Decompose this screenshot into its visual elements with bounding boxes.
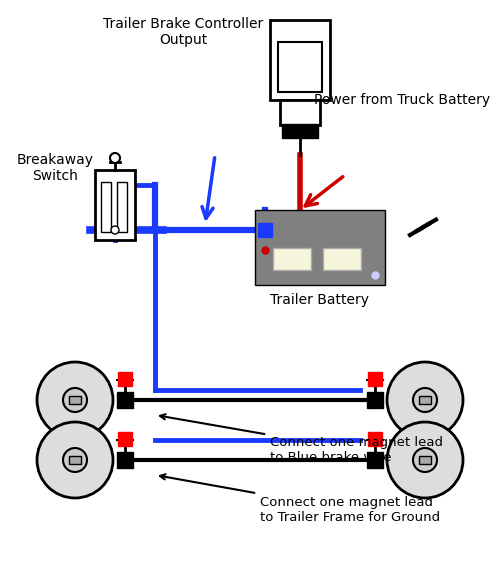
Bar [323, 248, 361, 270]
Circle shape [387, 362, 463, 438]
Text: Power from Truck Battery: Power from Truck Battery [314, 93, 490, 107]
Text: Connect one magnet lead
to Blue brake wire: Connect one magnet lead to Blue brake wi… [160, 414, 443, 464]
Circle shape [37, 362, 113, 438]
Circle shape [111, 226, 119, 234]
Circle shape [37, 422, 113, 498]
Bar [368, 372, 382, 386]
Bar [69, 456, 81, 464]
Circle shape [63, 448, 87, 472]
Text: Connect one magnet lead
to Trailer Frame for Ground: Connect one magnet lead to Trailer Frame… [160, 474, 440, 524]
Bar [367, 392, 383, 408]
Bar [282, 124, 318, 138]
Bar [368, 432, 382, 446]
Bar [117, 452, 133, 468]
Bar [270, 20, 330, 100]
Text: Trailer Battery: Trailer Battery [270, 293, 370, 307]
Bar [273, 248, 311, 270]
Text: Breakaway
Switch: Breakaway Switch [16, 153, 94, 183]
Bar [69, 396, 81, 404]
Bar [95, 170, 135, 240]
Bar [255, 210, 385, 285]
Bar [118, 432, 132, 446]
Bar [101, 182, 111, 232]
Bar [117, 392, 133, 408]
Bar [278, 42, 322, 92]
Circle shape [63, 388, 87, 412]
Bar [280, 100, 320, 125]
Bar [367, 452, 383, 468]
Bar [419, 396, 431, 404]
Bar [419, 456, 431, 464]
Bar [118, 372, 132, 386]
Bar [117, 182, 127, 232]
Circle shape [413, 448, 437, 472]
Circle shape [413, 388, 437, 412]
Circle shape [110, 153, 120, 163]
Text: Trailer Brake Controller
Output: Trailer Brake Controller Output [103, 17, 263, 47]
Circle shape [387, 422, 463, 498]
